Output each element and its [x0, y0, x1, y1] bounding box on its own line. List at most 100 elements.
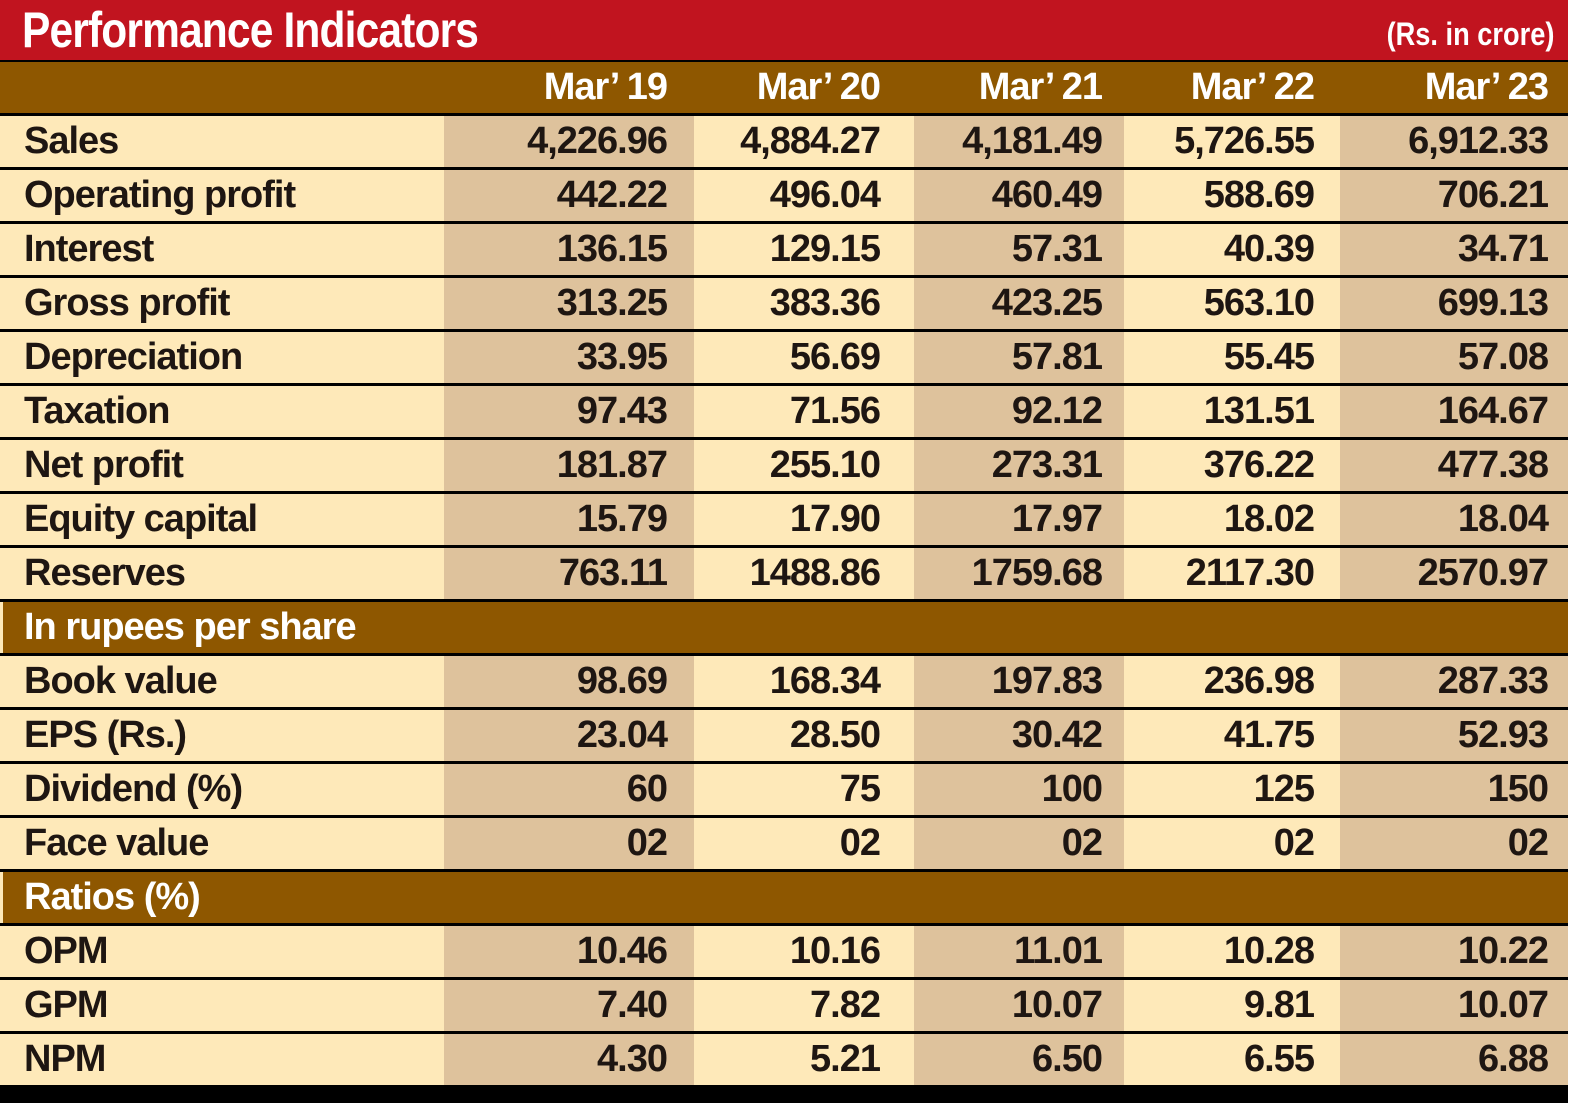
row-label: GPM — [0, 980, 444, 1031]
table-row: Reserves 763.11 1488.86 1759.68 2117.30 2570.… — [0, 548, 1568, 599]
table-cell: 236.98 — [1124, 656, 1340, 707]
table-cell: 6.88 — [1340, 1034, 1568, 1085]
row-label: Net profit — [0, 440, 444, 491]
table-cell: 4,181.49 — [914, 116, 1124, 167]
column-header: Mar’ 20 — [756, 66, 881, 108]
row-label: Equity capital — [0, 494, 444, 545]
row-label: Gross profit — [0, 278, 444, 329]
table-cell: 376.22 — [1124, 440, 1340, 491]
table-cell: 164.67 — [1340, 386, 1568, 437]
table-cell: 23.04 — [444, 710, 694, 761]
row-label: Interest — [0, 224, 444, 275]
table-cell: 563.10 — [1124, 278, 1340, 329]
table-cell: 56.69 — [694, 332, 914, 383]
table-cell: 100 — [914, 764, 1124, 815]
table-cell: 10.16 — [694, 926, 914, 977]
table-cell: 10.46 — [444, 926, 694, 977]
table-cell: 10.07 — [914, 980, 1124, 1031]
table-row: Equity capital 15.79 17.90 17.97 18.02 18.04 — [0, 494, 1568, 545]
table-cell: 11.01 — [914, 926, 1124, 977]
table-cell: 4,226.96 — [444, 116, 694, 167]
table-cell: 763.11 — [444, 548, 694, 599]
row-label: Sales — [0, 116, 444, 167]
table-cell: 02 — [1340, 818, 1568, 869]
table-cell: 57.81 — [914, 332, 1124, 383]
table-cell: 57.08 — [1340, 332, 1568, 383]
table-row: Depreciation 33.95 56.69 57.81 55.45 57.08 — [0, 332, 1568, 383]
table-cell: 273.31 — [914, 440, 1124, 491]
table-cell: 60 — [444, 764, 694, 815]
table-cell: 197.83 — [914, 656, 1124, 707]
column-header: Mar’ 22 — [1190, 66, 1315, 108]
table-cell: 15.79 — [444, 494, 694, 545]
table-cell: 125 — [1124, 764, 1340, 815]
table-cell: 75 — [694, 764, 914, 815]
table-cell: 442.22 — [444, 170, 694, 221]
table-cell: 6.55 — [1124, 1034, 1340, 1085]
section-title: In rupees per share — [0, 602, 900, 653]
section-header-row: In rupees per share — [0, 602, 1568, 653]
column-header: Mar’ 21 — [978, 66, 1103, 108]
table-row: Book value 98.69 168.34 197.83 236.98 287.33 — [0, 656, 1568, 707]
table-cell: 168.34 — [694, 656, 914, 707]
table-cell: 98.69 — [444, 656, 694, 707]
table-cell: 129.15 — [694, 224, 914, 275]
table-cell: 9.81 — [1124, 980, 1340, 1031]
table-row: OPM 10.46 10.16 11.01 10.28 10.22 — [0, 926, 1568, 977]
table-cell: 5,726.55 — [1124, 116, 1340, 167]
table-cell: 5.21 — [694, 1034, 914, 1085]
table-cell: 131.51 — [1124, 386, 1340, 437]
table-cell: 2570.97 — [1340, 548, 1568, 599]
table-cell: 6,912.33 — [1340, 116, 1568, 167]
table-cell: 588.69 — [1124, 170, 1340, 221]
table-row: Taxation 97.43 71.56 92.12 131.51 164.67 — [0, 386, 1568, 437]
row-label: EPS (Rs.) — [0, 710, 444, 761]
column-header: Mar’ 19 — [543, 66, 668, 108]
section-header-row: Ratios (%) — [0, 872, 1568, 923]
table-cell: 6.50 — [914, 1034, 1124, 1085]
table-cell: 150 — [1340, 764, 1568, 815]
table-cell: 4.30 — [444, 1034, 694, 1085]
table-cell: 40.39 — [1124, 224, 1340, 275]
table-cell: 10.07 — [1340, 980, 1568, 1031]
table-cell: 460.49 — [914, 170, 1124, 221]
table-row: Face value 02 02 02 02 02 — [0, 818, 1568, 869]
table-row: EPS (Rs.) 23.04 28.50 30.42 41.75 52.93 — [0, 710, 1568, 761]
row-label: OPM — [0, 926, 444, 977]
table-cell: 7.40 — [444, 980, 694, 1031]
table-cell: 02 — [444, 818, 694, 869]
table-cell: 55.45 — [1124, 332, 1340, 383]
table-cell: 30.42 — [914, 710, 1124, 761]
table-cell: 181.87 — [444, 440, 694, 491]
table-row: Net profit 181.87 255.10 273.31 376.22 477.38 — [0, 440, 1568, 491]
table-cell: 2117.30 — [1124, 548, 1340, 599]
table-cell: 10.28 — [1124, 926, 1340, 977]
table-cell: 18.02 — [1124, 494, 1340, 545]
column-header-row: Mar’ 19 Mar’ 20 Mar’ 21 Mar’ 22 Mar’ 23 — [0, 62, 1568, 113]
table-row: GPM 7.40 7.82 10.07 9.81 10.07 — [0, 980, 1568, 1031]
table-cell: 57.31 — [914, 224, 1124, 275]
table-cell: 52.93 — [1340, 710, 1568, 761]
table-cell: 28.50 — [694, 710, 914, 761]
table-cell: 287.33 — [1340, 656, 1568, 707]
table-cell: 33.95 — [444, 332, 694, 383]
table-cell: 34.71 — [1340, 224, 1568, 275]
table-cell: 41.75 — [1124, 710, 1340, 761]
table-title: Performance Indicators — [22, 2, 479, 58]
table-cell: 92.12 — [914, 386, 1124, 437]
table-row: Dividend (%) 60 75 100 125 150 — [0, 764, 1568, 815]
table-cell: 71.56 — [694, 386, 914, 437]
table-cell: 18.04 — [1340, 494, 1568, 545]
table-cell: 17.90 — [694, 494, 914, 545]
table-cell: 02 — [914, 818, 1124, 869]
table-row: NPM 4.30 5.21 6.50 6.55 6.88 — [0, 1034, 1568, 1085]
table-cell: 97.43 — [444, 386, 694, 437]
table-cell: 02 — [694, 818, 914, 869]
row-label: Reserves — [0, 548, 444, 599]
table-row: Operating profit 442.22 496.04 460.49 588.69… — [0, 170, 1568, 221]
row-label: Operating profit — [0, 170, 444, 221]
title-bar: Performance Indicators (Rs. in crore) — [0, 0, 1568, 60]
table-cell: 423.25 — [914, 278, 1124, 329]
row-label: Face value — [0, 818, 444, 869]
